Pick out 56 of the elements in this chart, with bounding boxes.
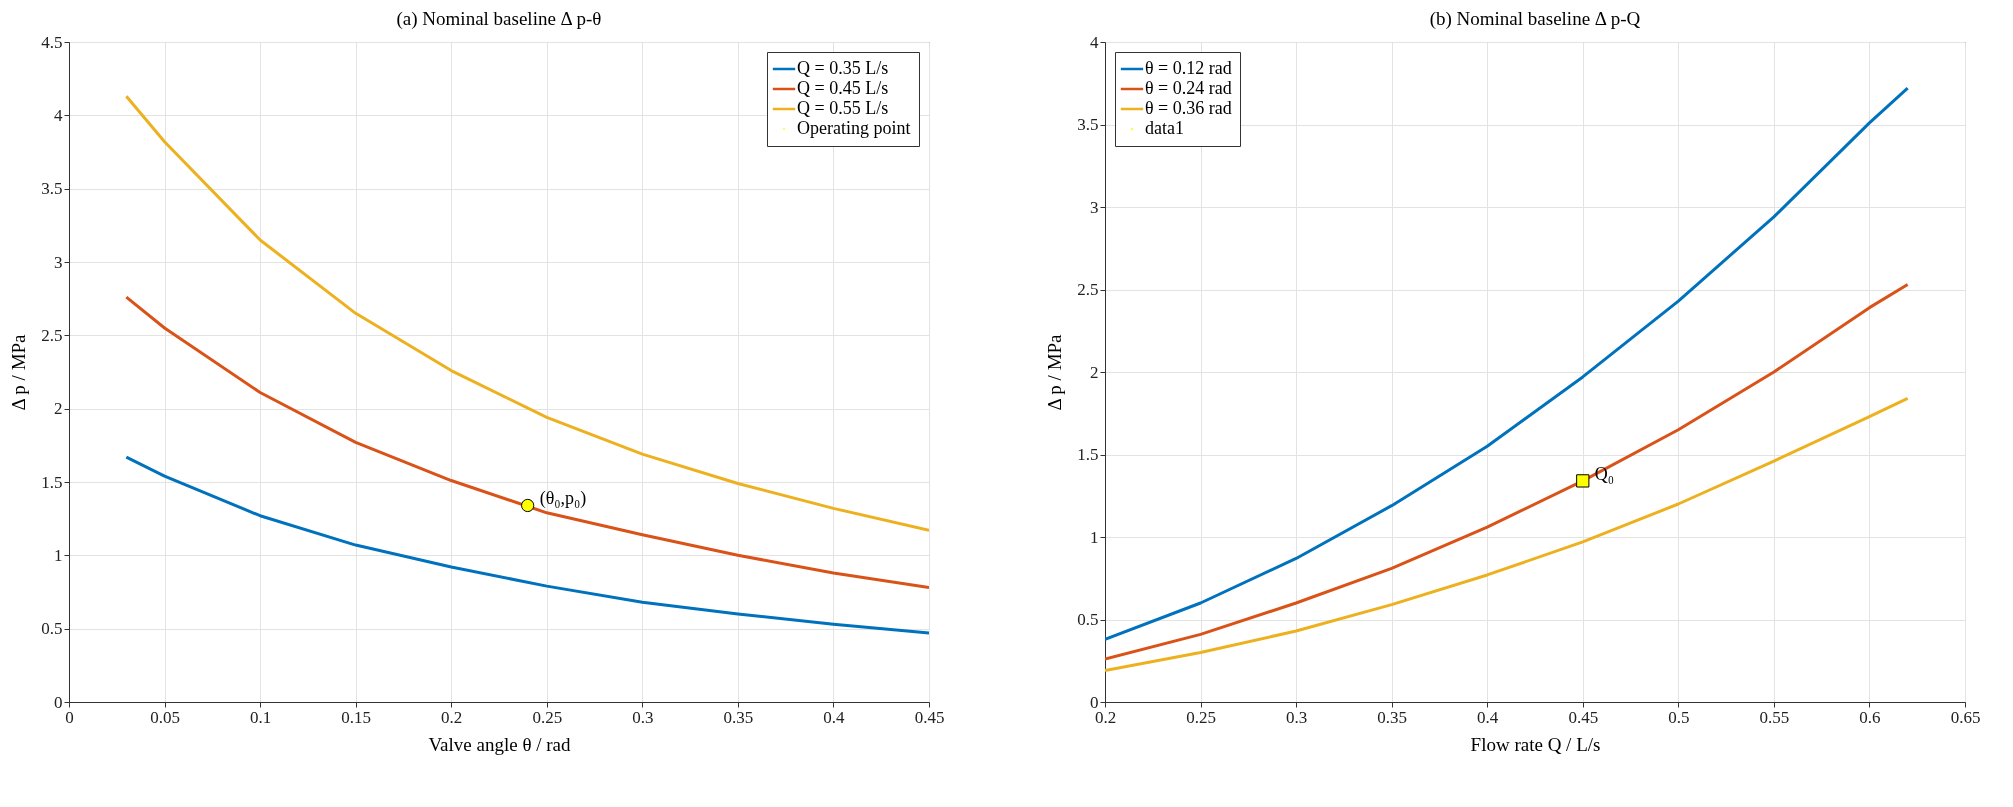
y-axis-title: Δ p / MPa [8,333,30,411]
x-tick-label: 0.05 [150,707,180,727]
y-tick-label: 4.5 [41,32,63,52]
x-tick-label: 0.2 [441,707,463,727]
y-tick-label: 3 [1090,197,1099,217]
line-series [1105,396,1910,673]
chart-title: (b) Nominal baseline Δ p-Q [1429,8,1641,30]
x-tick-label: 0.25 [532,707,563,727]
y-tick-label: 3.5 [41,179,63,199]
line-series [124,295,929,590]
y-tick-label: 4 [1090,32,1099,52]
y-tick-label: 2 [1090,362,1099,382]
y-tick-label: 2 [54,399,63,419]
x-tick-label: 0.65 [1950,707,1981,727]
y-tick-label: 0.5 [41,619,63,639]
y-tick-label: 1 [1090,527,1099,547]
y-tick-label: 0.5 [1077,610,1099,629]
x-tick-label: 0.25 [1186,707,1216,727]
y-tick-label: 0 [54,692,63,712]
x-tick-label: 0.35 [723,707,754,727]
legend-label: θ = 0.36 rad [1145,98,1232,118]
x-axis-title: Valve angle θ / rad [428,733,572,755]
x-tick-label: 0.45 [1568,707,1599,727]
y-tick-label: 3 [54,252,63,272]
legend-label: θ = 0.24 rad [1145,78,1232,98]
x-tick-label: 0.3 [1285,707,1308,727]
x-tick-label: 0.15 [341,707,372,727]
x-tick-label: 0.6 [1859,707,1881,727]
y-tick-label: 3.5 [1077,115,1099,134]
legend-label: Q = 0.45 L/s [797,78,889,98]
x-tick-label: 0.4 [823,707,846,727]
x-tick-label: 0.3 [632,707,654,727]
legend-label: θ = 0.12 rad [1145,58,1232,78]
line-series [1105,283,1910,661]
y-tick-label: 2.5 [1077,280,1099,299]
x-tick-label: 0.5 [1668,707,1690,727]
x-tick-label: 0.55 [1759,707,1790,727]
y-tick-label: 1.5 [1077,445,1099,464]
y-tick-label: 1 [54,545,63,565]
annotation: (θ₀,p₀) [539,488,587,510]
x-tick-label: 0.4 [1477,707,1499,727]
y-tick-label: 4 [54,105,63,125]
line-series [124,455,929,635]
legend-label: data1 [1145,118,1184,138]
x-tick-label: 0.1 [249,707,272,727]
y-axis-title: Δ p / MPa [1044,333,1066,411]
annotation: Q₀ [1594,463,1615,484]
legend-label: Operating point [797,118,911,138]
x-tick-label: 0.45 [914,707,945,727]
x-axis-title: Flow rate Q / L/s [1470,733,1601,755]
y-tick-label: 1.5 [41,472,63,492]
legend-label: Q = 0.35 L/s [797,58,889,78]
chart-title: (a) Nominal baseline Δ p-θ [396,8,602,30]
y-tick-label: 2.5 [41,325,63,345]
legend-label: Q = 0.55 L/s [797,98,889,118]
x-tick-label: 0.35 [1377,707,1408,727]
